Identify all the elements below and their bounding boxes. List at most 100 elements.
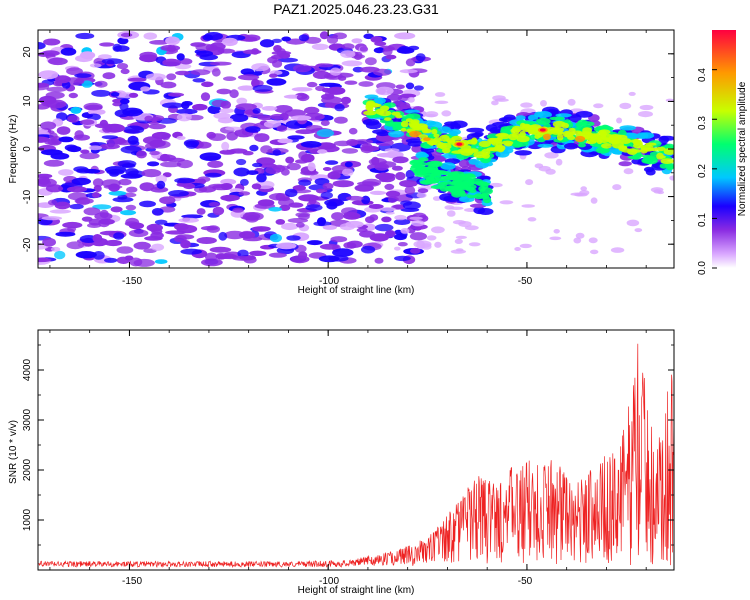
spectrogram-cell [423,137,431,142]
spectrogram-cell [224,230,246,240]
spectrogram-cell [80,149,90,154]
spectrogram-cell [275,242,297,250]
spectrogram-cell [612,184,622,191]
spectrogram-cell [237,249,249,258]
spectrogram-cell [325,89,335,98]
spectrogram-cell [395,84,405,90]
spectrogram-cell [83,207,101,216]
spectrogram-cell [514,150,532,156]
spectrogram-cell [54,250,66,260]
spectrogram-cell [601,143,612,149]
spectrogram-cell [375,172,395,181]
spectrogram-cell [432,196,442,201]
spectrogram-cell [110,92,120,97]
spectrogram-cell [508,133,519,141]
spectrogram-cell [275,193,286,201]
spectrogram-cell [270,113,285,120]
spectrogram-cell [84,169,101,174]
spectrogram-cell [251,226,271,232]
spectrogram-cell [241,36,258,42]
spectrogram-cell [452,220,466,225]
spectrogram-cell [366,100,376,108]
spectrogram-cell [180,239,191,249]
spectrogram-cell [238,191,251,196]
spectrogram-cell [515,115,526,121]
spectrogram-cell [48,57,68,66]
spectrogram-cell [104,257,118,263]
spectrogram-cell [286,162,301,171]
spectrogram-cell [329,67,342,76]
spectrogram-cell [384,148,400,153]
spectrogram-cell [281,36,292,42]
x-tick-label: -150 [122,576,142,587]
spectrogram-cell [555,158,563,166]
spectrogram-cell [380,207,397,212]
spectrogram-cell [145,143,159,149]
spectrogram-cell [416,192,427,199]
spectrogram-cell [91,89,111,97]
spectrogram-peak [539,128,546,132]
spectrogram-cell [405,58,416,67]
spectrogram-cell [124,255,134,261]
spectrogram-cell [271,38,282,44]
spectrogram-cell [56,126,71,135]
spectrogram-cell [392,156,409,164]
spectrogram-cell [499,200,514,205]
spectrogram-cell [251,63,270,72]
spectrogram-cell [116,246,134,254]
spectrogram-cell [41,216,63,221]
spectrogram-cell [641,157,654,164]
spectrogram-cell [117,37,129,45]
spectrogram-cell [658,135,670,144]
spectrogram-cell [555,113,572,118]
spectrogram-cell [42,237,56,247]
spectrogram-cell [562,130,572,138]
spectrogram-cell [211,99,227,108]
spectrogram-cell [218,231,228,241]
spectrogram-cell [527,217,537,222]
spectrogram-cell [79,152,100,160]
spectrogram-cell [387,196,397,203]
spectrogram-cell [104,123,126,133]
spectrogram-cell [38,42,46,50]
spectrogram-cell [251,183,262,190]
spectrogram-cell [233,167,250,177]
spectrogram-cell [252,108,261,114]
spectrogram-cell [249,250,267,256]
spectrogram-cell [99,42,115,47]
spectrogram-cell [75,32,95,40]
spectrogram-cell [421,243,432,250]
x-tick-label: -100 [319,576,339,587]
spectrogram-cell [500,126,511,133]
spectrogram-cell [242,212,264,221]
spectrogram-cell [360,145,380,152]
spectrogram-cell [126,186,138,193]
spectrogram-cell [521,204,535,208]
spectrogram-cell [623,168,634,175]
spectrogram-cell [404,185,416,195]
spectrogram-cell [273,164,286,173]
spectrogram-cell [454,182,461,189]
spectrogram-cell [252,162,263,168]
spectrogram-cell [200,226,219,231]
spectrogram-cell [312,71,331,79]
spectrogram-cell [306,240,323,246]
spectrogram-cell [469,203,487,208]
spectrogram-cell [260,145,273,154]
spectrogram-cell [357,181,380,186]
spectrogram-cell [242,49,262,55]
spectrogram-cell [38,82,50,88]
spectrogram-cell [642,154,653,159]
spectrogram-cell [259,39,275,48]
spectrogram-cell [46,99,67,109]
spectrogram-cell [211,68,221,77]
spectrogram-cell [254,133,270,143]
spectrogram-cell [106,138,127,145]
spectrogram-cell [276,125,288,132]
spectrogram-cell [341,207,358,216]
spectrogram-cell [127,135,139,145]
spectrogram-cell [298,194,319,202]
spectrogram-cell [110,206,123,213]
spectrogram-cell [590,197,598,204]
colorbar-gradient [712,30,736,268]
